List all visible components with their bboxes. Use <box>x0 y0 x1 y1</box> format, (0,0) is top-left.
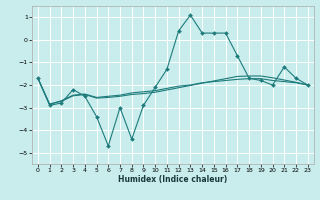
X-axis label: Humidex (Indice chaleur): Humidex (Indice chaleur) <box>118 175 228 184</box>
